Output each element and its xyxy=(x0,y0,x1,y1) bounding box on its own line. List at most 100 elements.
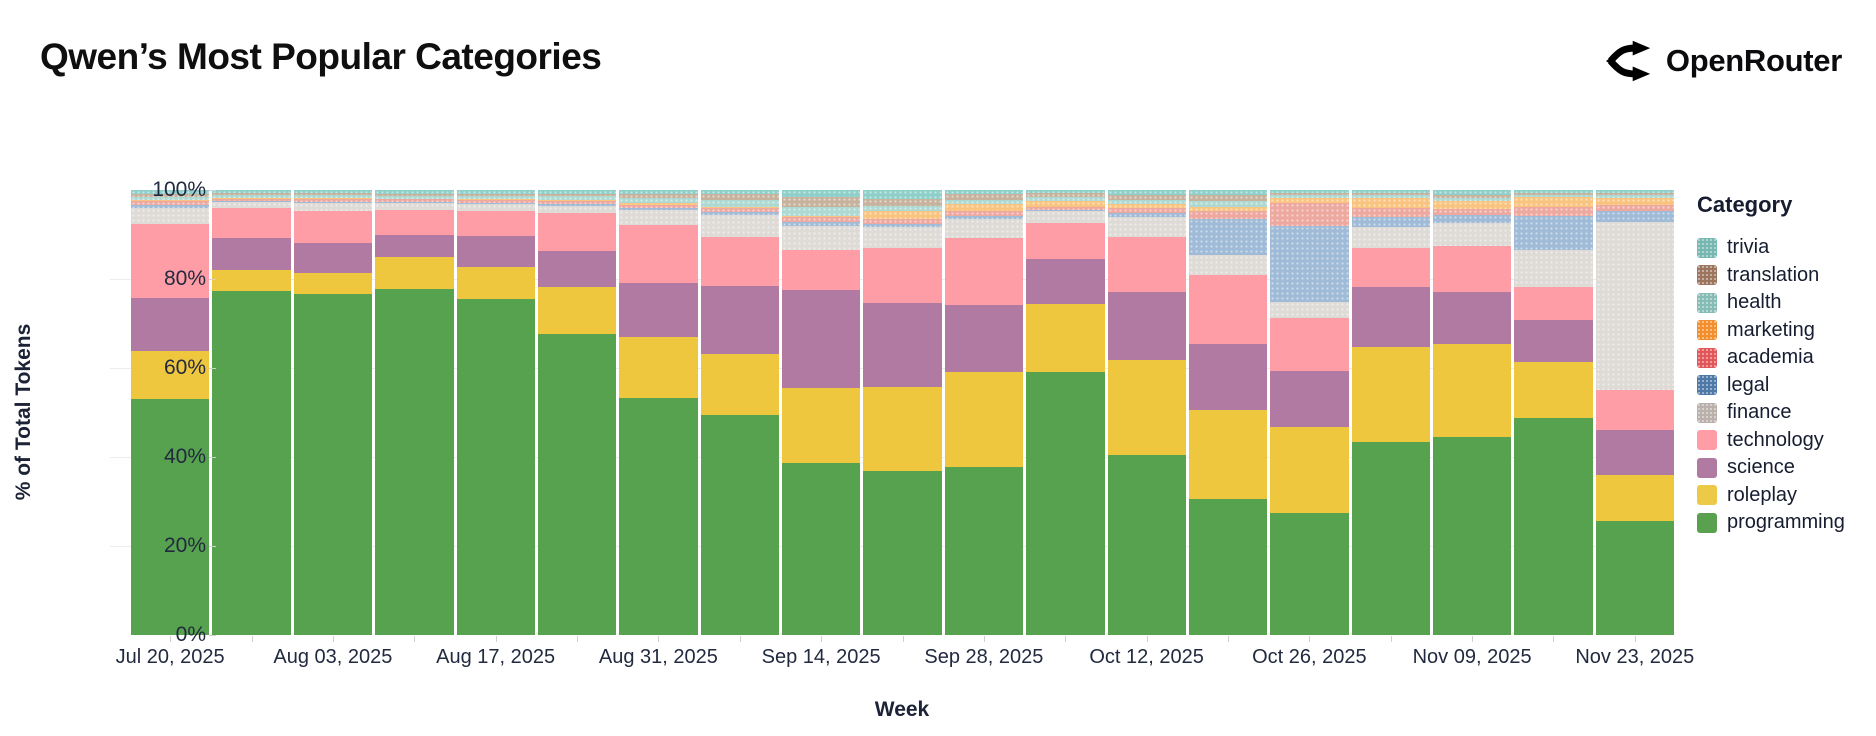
segment-roleplay[interactable] xyxy=(1270,426,1349,514)
segment-roleplay[interactable] xyxy=(537,287,617,335)
segment-trivia[interactable] xyxy=(1514,190,1593,194)
segment-health[interactable] xyxy=(1270,195,1349,198)
segment-science[interactable] xyxy=(1107,291,1186,361)
segment-health[interactable] xyxy=(375,195,454,199)
segment-roleplay[interactable] xyxy=(619,337,698,399)
segment-legal[interactable] xyxy=(1351,216,1430,227)
segment-health[interactable] xyxy=(212,194,291,198)
segment-health[interactable] xyxy=(863,205,942,211)
segment-programming[interactable] xyxy=(782,463,861,635)
segment-finance[interactable] xyxy=(537,205,617,213)
segment-translation[interactable] xyxy=(293,192,373,195)
legend-item-marketing[interactable]: marketing xyxy=(1697,317,1875,345)
segment-roleplay[interactable] xyxy=(1107,360,1186,456)
segment-academia[interactable] xyxy=(293,198,373,203)
segment-programming[interactable] xyxy=(1433,436,1512,635)
segment-trivia[interactable] xyxy=(1188,190,1268,196)
segment-translation[interactable] xyxy=(700,193,779,200)
segment-roleplay[interactable] xyxy=(863,387,942,471)
segment-marketing[interactable] xyxy=(131,199,210,202)
segment-academia[interactable] xyxy=(1595,204,1675,211)
segment-trivia[interactable] xyxy=(700,190,779,194)
segment-academia[interactable] xyxy=(944,210,1024,216)
segment-trivia[interactable] xyxy=(212,190,291,193)
segment-programming[interactable] xyxy=(1107,455,1186,635)
segment-programming[interactable] xyxy=(293,294,373,635)
segment-legal[interactable] xyxy=(537,204,617,206)
segment-programming[interactable] xyxy=(375,289,454,635)
segment-finance[interactable] xyxy=(700,214,779,237)
segment-legal[interactable] xyxy=(131,205,210,208)
segment-legal[interactable] xyxy=(619,208,698,211)
segment-academia[interactable] xyxy=(1270,203,1349,226)
segment-trivia[interactable] xyxy=(1433,190,1512,195)
segment-academia[interactable] xyxy=(375,199,454,203)
segment-science[interactable] xyxy=(1433,292,1512,344)
segment-programming[interactable] xyxy=(700,415,779,635)
segment-programming[interactable] xyxy=(537,334,617,635)
segment-roleplay[interactable] xyxy=(375,257,454,290)
segment-roleplay[interactable] xyxy=(212,270,291,292)
segment-technology[interactable] xyxy=(1107,236,1186,292)
segment-science[interactable] xyxy=(1595,430,1675,475)
segment-technology[interactable] xyxy=(456,210,535,236)
segment-translation[interactable] xyxy=(1026,193,1105,198)
segment-programming[interactable] xyxy=(863,470,942,635)
segment-marketing[interactable] xyxy=(375,198,454,200)
segment-translation[interactable] xyxy=(1188,195,1268,201)
segment-finance[interactable] xyxy=(1514,250,1593,288)
segment-legal[interactable] xyxy=(293,202,373,204)
segment-technology[interactable] xyxy=(212,208,291,239)
segment-finance[interactable] xyxy=(1026,210,1105,224)
segment-technology[interactable] xyxy=(1514,287,1593,320)
segment-programming[interactable] xyxy=(1351,441,1430,635)
segment-translation[interactable] xyxy=(782,197,861,207)
openrouter-brand-link[interactable]: OpenRouter xyxy=(1605,38,1842,84)
segment-health[interactable] xyxy=(131,196,210,200)
segment-translation[interactable] xyxy=(456,193,535,196)
segment-translation[interactable] xyxy=(619,193,698,199)
legend-item-finance[interactable]: finance xyxy=(1697,399,1875,427)
segment-health[interactable] xyxy=(619,198,698,204)
segment-marketing[interactable] xyxy=(1595,198,1675,205)
segment-legal[interactable] xyxy=(1595,210,1675,223)
segment-academia[interactable] xyxy=(1188,210,1268,219)
segment-health[interactable] xyxy=(944,199,1024,205)
segment-roleplay[interactable] xyxy=(1188,410,1268,500)
segment-academia[interactable] xyxy=(1351,207,1430,217)
segment-translation[interactable] xyxy=(1107,194,1186,200)
segment-marketing[interactable] xyxy=(782,215,861,218)
legend-item-translation[interactable]: translation xyxy=(1697,262,1875,290)
segment-translation[interactable] xyxy=(212,192,291,195)
segment-technology[interactable] xyxy=(1026,223,1105,260)
segment-technology[interactable] xyxy=(944,238,1024,305)
legend-item-technology[interactable]: technology xyxy=(1697,427,1875,455)
segment-health[interactable] xyxy=(1351,195,1430,199)
segment-translation[interactable] xyxy=(375,193,454,196)
segment-legal[interactable] xyxy=(1026,209,1105,211)
segment-finance[interactable] xyxy=(293,203,373,211)
segment-finance[interactable] xyxy=(1595,222,1675,391)
segment-finance[interactable] xyxy=(212,202,291,209)
segment-trivia[interactable] xyxy=(1351,190,1430,194)
segment-marketing[interactable] xyxy=(293,198,373,199)
segment-science[interactable] xyxy=(1188,343,1268,411)
segment-legal[interactable] xyxy=(1514,215,1593,251)
segment-translation[interactable] xyxy=(537,194,617,197)
segment-academia[interactable] xyxy=(537,201,617,205)
segment-translation[interactable] xyxy=(1514,193,1593,195)
segment-technology[interactable] xyxy=(1351,247,1430,288)
segment-trivia[interactable] xyxy=(1270,190,1349,194)
segment-academia[interactable] xyxy=(131,201,210,206)
segment-science[interactable] xyxy=(1351,287,1430,348)
segment-finance[interactable] xyxy=(863,226,942,248)
segment-roleplay[interactable] xyxy=(782,388,861,464)
segment-finance[interactable] xyxy=(1351,226,1430,248)
segment-legal[interactable] xyxy=(863,224,942,227)
segment-roleplay[interactable] xyxy=(293,273,373,295)
segment-academia[interactable] xyxy=(1433,208,1512,215)
segment-health[interactable] xyxy=(537,196,617,200)
segment-programming[interactable] xyxy=(456,299,535,635)
segment-health[interactable] xyxy=(1433,197,1512,202)
segment-marketing[interactable] xyxy=(1514,197,1593,207)
